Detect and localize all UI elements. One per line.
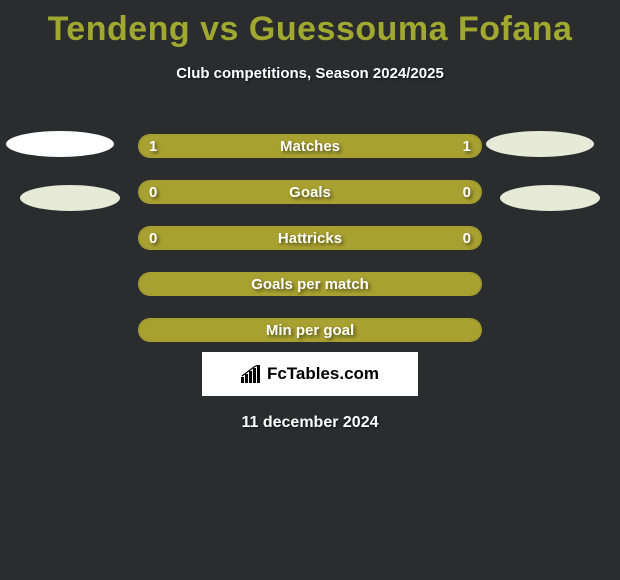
date-label: 11 december 2024: [0, 414, 620, 432]
comparison-chart: Matches11Goals00Hattricks00Goals per mat…: [0, 112, 620, 332]
stat-fill: [139, 273, 481, 295]
stat-value-left: 0: [149, 230, 157, 247]
stat-row-goals-per-match: Goals per match: [138, 272, 482, 296]
stat-value-left: 0: [149, 184, 157, 201]
bar-chart-icon: [241, 365, 263, 383]
player-ellipse-0: [6, 131, 114, 157]
stat-row-goals: Goals00: [138, 180, 482, 204]
player-ellipse-2: [486, 131, 594, 157]
stat-row-hattricks: Hattricks00: [138, 226, 482, 250]
stat-value-right: 0: [463, 230, 471, 247]
stat-value-right: 1: [463, 138, 471, 155]
stat-fill-left: [139, 135, 310, 157]
stat-value-right: 0: [463, 184, 471, 201]
logo-text: FcTables.com: [241, 364, 379, 384]
player-ellipse-1: [20, 185, 120, 211]
logo-label: FcTables.com: [267, 364, 379, 384]
subtitle: Club competitions, Season 2024/2025: [0, 65, 620, 82]
stat-fill: [139, 181, 481, 203]
stat-fill: [139, 319, 481, 341]
page-title: Tendeng vs Guessouma Fofana: [0, 0, 620, 49]
stat-row-matches: Matches11: [138, 134, 482, 158]
stat-value-left: 1: [149, 138, 157, 155]
player-ellipse-3: [500, 185, 600, 211]
logo-badge: FcTables.com: [202, 352, 418, 396]
stat-row-min-per-goal: Min per goal: [138, 318, 482, 342]
stat-fill-right: [310, 135, 481, 157]
stat-fill: [139, 227, 481, 249]
